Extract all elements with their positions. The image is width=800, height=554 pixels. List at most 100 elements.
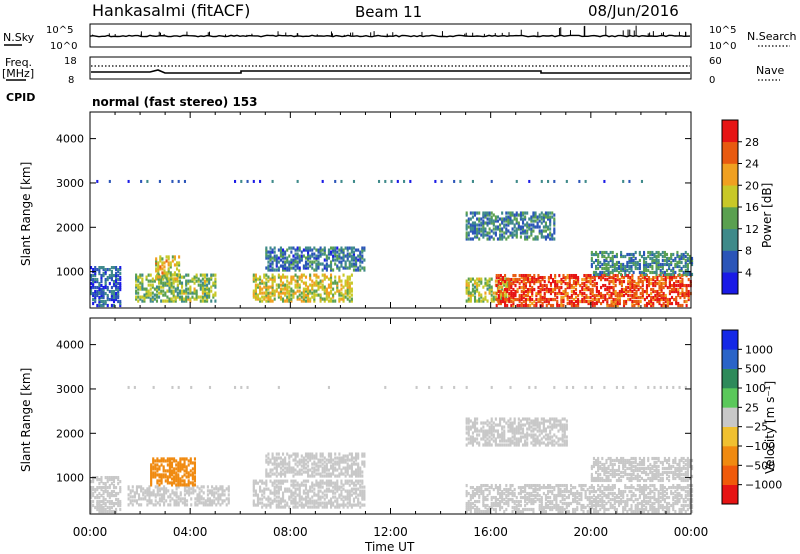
heatmap-cell <box>488 485 491 490</box>
heatmap-cell <box>478 231 481 235</box>
heatmap-cell <box>344 246 347 250</box>
heatmap-cell <box>361 460 364 464</box>
heatmap-cell <box>490 215 493 219</box>
heatmap-cell <box>332 246 335 250</box>
heatmap-cell <box>640 270 644 275</box>
heatmap-cell <box>166 479 169 483</box>
heatmap-cell <box>617 260 621 265</box>
heatmap-cell <box>267 256 270 260</box>
heatmap-cell <box>110 275 113 280</box>
heatmap-cell <box>252 277 255 281</box>
heatmap-cell <box>206 285 209 289</box>
heatmap-cell <box>265 487 268 491</box>
heatmap-cell <box>519 499 522 504</box>
heatmap-cell <box>275 283 278 287</box>
heatmap-cell <box>505 281 508 285</box>
heatmap-cell <box>660 289 663 294</box>
heatmap-cell <box>559 507 562 512</box>
heatmap-cell <box>544 503 548 508</box>
heatmap-cell <box>158 285 161 289</box>
heatmap-cell <box>271 462 274 466</box>
heatmap-cell <box>174 297 177 301</box>
heatmap-cell <box>602 293 605 298</box>
heatmap-cell <box>271 468 274 472</box>
heatmap-cell <box>275 505 278 509</box>
heatmap-cell <box>292 246 295 250</box>
heatmap-cell <box>515 495 518 500</box>
heatmap-cell <box>277 485 280 489</box>
heatmap-cell <box>549 303 553 308</box>
heatmap-cell <box>490 287 493 291</box>
heatmap-cell <box>302 483 305 487</box>
heatmap-cell <box>273 277 276 281</box>
heatmap-cell <box>480 227 483 231</box>
heatmap-cell <box>110 273 113 278</box>
heatmap-cell <box>336 499 339 503</box>
heatmap-cell <box>313 289 316 293</box>
heatmap-cell <box>171 491 174 495</box>
heatmap-cell <box>302 266 305 270</box>
heatmap-cell <box>311 283 314 287</box>
heatmap-cell <box>288 470 291 474</box>
heatmap-cell <box>467 507 470 512</box>
heatmap-cell <box>104 507 107 512</box>
heatmap-cell <box>131 485 134 489</box>
heatmap-cell <box>346 495 349 499</box>
heatmap-cell <box>476 231 479 235</box>
heatmap-cell <box>183 489 186 493</box>
heatmap-cell <box>317 466 320 470</box>
heatmap-cell <box>660 283 663 288</box>
heatmap-cell <box>359 493 362 497</box>
heatmap-cell <box>213 493 216 497</box>
heatmap-cell <box>177 483 180 487</box>
heatmap-cell <box>340 287 343 291</box>
heatmap-cell <box>108 179 111 183</box>
heatmap-cell <box>574 491 577 496</box>
heatmap-cell <box>348 499 351 503</box>
heatmap-cell <box>342 456 345 460</box>
heatmap-cell <box>670 254 673 259</box>
heatmap-cell <box>544 495 548 500</box>
heatmap-cell <box>513 215 516 219</box>
heatmap-cell <box>541 301 544 306</box>
heatmap-cell <box>636 262 639 267</box>
heatmap-cell <box>193 457 197 461</box>
heatmap-cell <box>355 462 358 466</box>
nsky-spikes <box>92 25 687 36</box>
heatmap-cell <box>137 291 140 295</box>
heatmap-cell <box>227 485 230 489</box>
heatmap-cell <box>162 459 165 463</box>
heatmap-cell <box>321 468 324 472</box>
heatmap-cell <box>497 289 500 294</box>
heatmap-cell <box>597 258 600 263</box>
heatmap-cell <box>664 277 667 282</box>
heatmap-cell <box>150 469 153 473</box>
heatmap-cell <box>163 265 166 269</box>
heatmap-cell <box>488 491 491 496</box>
heatmap-cell <box>484 487 487 492</box>
heatmap-cell <box>304 256 308 260</box>
heatmap-cell <box>201 289 204 293</box>
heatmap-cell <box>309 497 312 501</box>
heatmap-cell <box>558 289 561 294</box>
heatmap-cell <box>346 497 349 501</box>
heatmap-cell <box>529 297 532 302</box>
heatmap-cell <box>168 467 171 471</box>
heatmap-cell <box>185 281 188 285</box>
heatmap-cell <box>325 493 328 497</box>
heatmap-cell <box>597 297 601 302</box>
heatmap-cell <box>348 483 351 487</box>
heatmap-cell <box>469 297 472 301</box>
heatmap-cell <box>277 472 280 476</box>
heatmap-cell <box>605 495 608 500</box>
heatmap-cell <box>144 495 147 499</box>
heatmap-cell <box>212 273 215 277</box>
heatmap-cell <box>545 283 548 288</box>
heatmap-cell <box>286 468 289 472</box>
heatmap-cell <box>670 268 673 273</box>
heatmap-cell <box>617 491 621 496</box>
heatmap-cell <box>658 281 661 286</box>
heatmap-cell <box>340 503 343 507</box>
heatmap-cell <box>559 509 562 514</box>
heatmap-cell <box>183 461 186 465</box>
